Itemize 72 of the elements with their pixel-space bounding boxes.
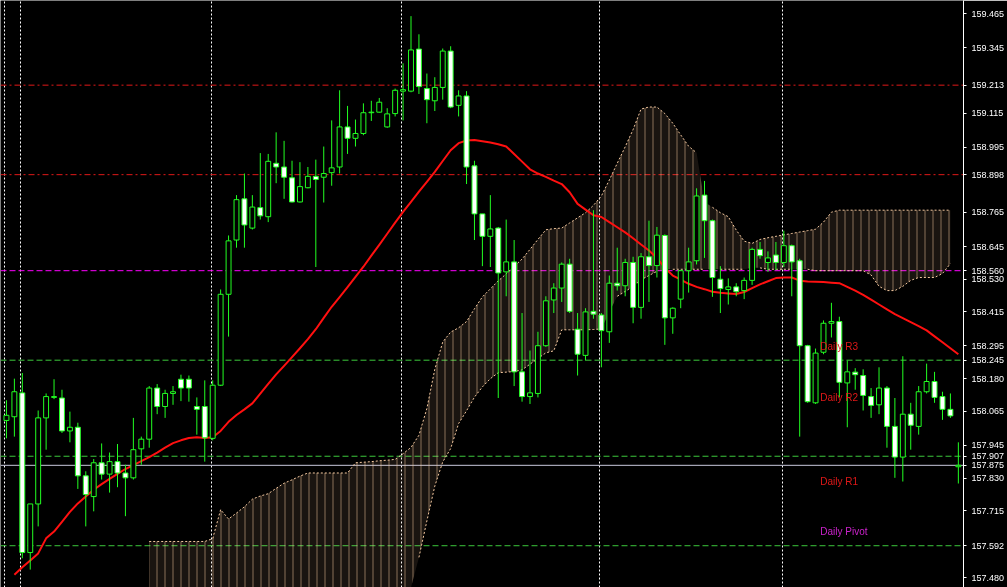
candlestick xyxy=(876,366,882,415)
candlestick xyxy=(852,367,859,391)
candlestick xyxy=(392,88,399,117)
y-tick-label: 158.415 xyxy=(971,306,1005,317)
y-tick-label: 158.530 xyxy=(971,274,1005,285)
y-tick-label: 157.945 xyxy=(971,440,1005,451)
candlestick xyxy=(431,76,438,112)
y-tick-label: 159.465 xyxy=(971,8,1005,19)
candlestick xyxy=(614,247,621,292)
y-tick-label: 159.115 xyxy=(971,108,1004,119)
candlestick xyxy=(598,312,605,368)
candlestick xyxy=(423,73,430,124)
candlestick xyxy=(43,392,50,451)
annotation: Daily R1 xyxy=(820,475,859,487)
candlestick xyxy=(384,107,391,129)
candlestick xyxy=(312,159,319,268)
line-series xyxy=(13,139,960,576)
candlestick xyxy=(717,265,724,314)
candlestick xyxy=(154,383,161,415)
candlestick xyxy=(162,389,169,419)
candlestick xyxy=(185,375,192,403)
candlestick xyxy=(947,392,954,419)
y-tick-label: 158.995 xyxy=(971,142,1005,153)
candlestick xyxy=(273,131,280,184)
candlestick xyxy=(558,261,565,303)
candlestick xyxy=(788,244,795,297)
candlestick xyxy=(772,241,779,271)
candlestick xyxy=(907,402,914,451)
candlestick xyxy=(669,306,676,335)
candlestick xyxy=(646,220,652,303)
candlestick xyxy=(178,374,184,402)
y-tick-label: 158.295 xyxy=(971,340,1005,351)
candlestick xyxy=(138,436,145,466)
ref-line-label: 158.898 xyxy=(971,169,1005,180)
candlestick xyxy=(400,62,407,121)
candlestick xyxy=(281,140,288,200)
candlestick xyxy=(527,350,533,405)
y-tick-label: 158.180 xyxy=(971,373,1005,384)
candlestick xyxy=(328,119,335,187)
y-tick-label: 157.830 xyxy=(971,473,1005,484)
candlestick xyxy=(622,258,629,297)
annotation: Daily Pivot xyxy=(820,526,868,537)
candlestick xyxy=(725,277,732,306)
ref-line-label: 157.875 xyxy=(971,460,1005,471)
candlestick xyxy=(860,368,867,411)
candlestick xyxy=(257,152,264,221)
candlestick xyxy=(868,387,875,419)
candlestick xyxy=(685,247,692,294)
candlestick xyxy=(296,161,303,204)
candlestick xyxy=(741,277,748,300)
candlestick xyxy=(82,470,89,527)
candlestick xyxy=(51,378,57,400)
candlestick xyxy=(550,282,557,314)
y-tick-label: 157.480 xyxy=(971,572,1005,583)
ref-line-label: 157.907 xyxy=(971,451,1005,462)
candlestick xyxy=(66,411,73,443)
ref-line-label: 159.213 xyxy=(971,80,1005,91)
ref-line-label: 158.560 xyxy=(971,265,1005,276)
candlestick xyxy=(765,250,771,273)
ref-line-label: 158.245 xyxy=(971,355,1005,366)
ref-line-label: 157.592 xyxy=(971,540,1005,551)
y-tick-label: 157.715 xyxy=(971,505,1005,516)
candlestick xyxy=(757,241,763,260)
y-tick-label: 158.065 xyxy=(971,406,1005,417)
y-tick-label: 159.345 xyxy=(971,42,1005,53)
candlestick xyxy=(170,385,176,406)
candlestick xyxy=(503,219,510,297)
candlestick xyxy=(320,146,327,204)
y-tick-label: 158.645 xyxy=(971,241,1005,252)
candlestick xyxy=(193,396,200,436)
y-tick-label: 158.765 xyxy=(971,207,1005,218)
candlestick xyxy=(780,230,787,268)
